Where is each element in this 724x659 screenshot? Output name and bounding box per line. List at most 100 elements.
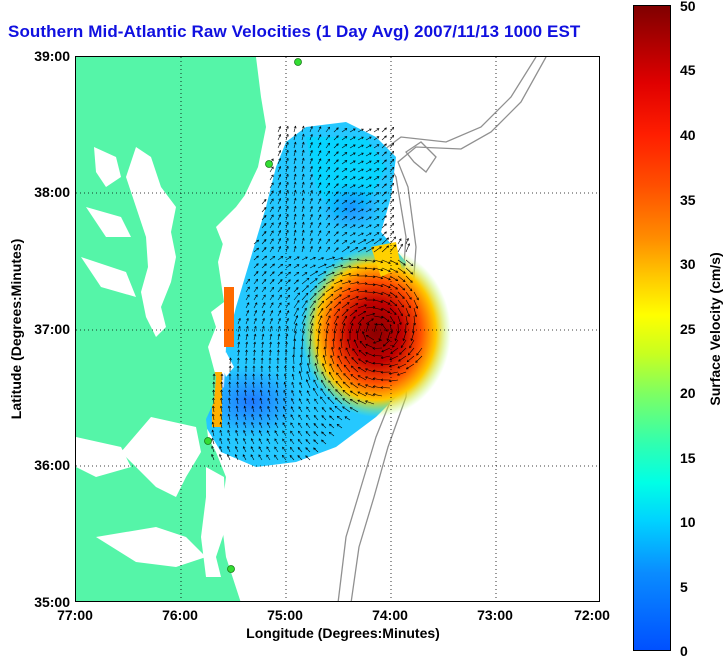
velocity-arrow (259, 414, 263, 421)
velocity-arrow (349, 136, 356, 141)
velocity-arrow (313, 423, 319, 429)
velocity-arrow (307, 390, 311, 397)
velocity-arrow-head (299, 389, 302, 393)
velocity-arrow (349, 247, 358, 253)
velocity-arrow-head (313, 300, 316, 304)
velocity-arrow-head (289, 446, 293, 450)
velocity-arrow (325, 143, 330, 149)
velocity-arrow-head (243, 397, 247, 401)
velocity-arrow-head (290, 422, 293, 426)
velocity-arrow (261, 223, 267, 229)
velocity-arrow-head (327, 206, 330, 210)
velocity-arrow (236, 398, 239, 405)
velocity-arrow-head (277, 333, 281, 337)
velocity-arrow (301, 206, 304, 213)
velocity-arrow-head (279, 286, 283, 290)
velocity-arrow-head (321, 371, 324, 375)
velocity-arrow (344, 356, 351, 365)
velocity-arrow (341, 266, 351, 269)
velocity-arrow-head (259, 381, 263, 385)
velocity-arrow (244, 414, 247, 421)
velocity-arrow (390, 347, 399, 354)
velocity-arrow-head (353, 339, 357, 343)
velocity-arrow-head (352, 316, 356, 319)
velocity-arrow-head (259, 405, 262, 409)
velocity-arrow-head (278, 302, 282, 306)
velocity-arrow-head (306, 362, 310, 366)
velocity-arrow-head (372, 259, 376, 263)
velocity-arrow (341, 330, 343, 341)
velocity-arrow-head (272, 271, 275, 274)
radar-station (227, 565, 235, 573)
velocity-arrow (373, 238, 382, 245)
velocity-arrow-head (310, 133, 313, 137)
velocity-arrow (325, 215, 330, 221)
velocity-arrow (357, 239, 367, 245)
velocity-arrow-head (318, 166, 322, 169)
velocity-arrow-head (340, 264, 344, 268)
velocity-arrow-head (391, 126, 395, 130)
velocity-arrow (403, 331, 407, 341)
velocity-arrow-head (364, 282, 368, 285)
velocity-arrow (329, 431, 335, 437)
velocity-arrow (325, 272, 335, 277)
velocity-arrow-head (315, 270, 319, 274)
velocity-arrow (268, 382, 271, 389)
velocity-arrow-head (299, 354, 303, 358)
velocity-arrow (349, 303, 358, 309)
velocity-arrow-head (219, 421, 223, 425)
velocity-arrow-head (256, 247, 260, 251)
velocity-arrow-head (344, 416, 348, 419)
velocity-arrow (269, 287, 274, 293)
velocity-arrow (349, 274, 359, 277)
velocity-arrow (341, 316, 347, 325)
velocity-arrow (349, 128, 356, 133)
velocity-arrow (290, 414, 295, 421)
velocity-arrow (365, 168, 372, 173)
velocity-arrow (389, 223, 394, 229)
velocity-arrow-head (266, 438, 270, 442)
velocity-arrow-head (318, 134, 322, 137)
velocity-arrow-head (255, 278, 259, 282)
velocity-arrow (293, 142, 296, 149)
velocity-arrow (285, 222, 289, 229)
velocity-arrow-head (313, 414, 317, 418)
velocity-arrow-head (301, 197, 305, 201)
velocity-arrow (357, 208, 364, 213)
velocity-arrow-head (267, 381, 271, 385)
velocity-arrow-head (290, 406, 294, 409)
velocity-arrow (405, 315, 408, 325)
velocity-arrow-head (327, 222, 330, 226)
velocity-arrow (253, 239, 259, 245)
velocity-arrow (392, 339, 399, 348)
velocity-arrow-head (336, 315, 339, 319)
velocity-arrow (267, 430, 271, 437)
velocity-arrow (405, 238, 409, 245)
velocity-arrow (365, 176, 372, 181)
velocity-arrow-head (356, 296, 359, 299)
x-tick-label: 77:00 (57, 607, 93, 623)
velocity-arrow (282, 455, 287, 461)
velocity-arrow (277, 238, 281, 245)
velocity-arrow-head (301, 221, 305, 225)
velocity-arrow-head (256, 263, 259, 266)
velocity-arrow-head (271, 174, 274, 178)
velocity-arrow-head (263, 231, 267, 234)
velocity-arrow-head (362, 331, 365, 334)
velocity-arrow (321, 407, 327, 413)
velocity-arrow (411, 331, 415, 341)
velocity-arrow (236, 414, 239, 421)
velocity-arrow (389, 379, 399, 382)
velocity-arrow-head (411, 330, 415, 334)
velocity-arrow (400, 339, 407, 348)
velocity-arrow-head (388, 277, 391, 281)
velocity-arrow-head (395, 278, 399, 281)
velocity-arrow (407, 347, 415, 356)
velocity-arrow-head (236, 373, 240, 377)
velocity-arrow (277, 174, 281, 181)
velocity-arrow-head (384, 223, 387, 227)
velocity-arrow-head (336, 231, 339, 235)
velocity-arrow (333, 323, 337, 333)
velocity-arrow (285, 142, 289, 149)
velocity-arrow-head (291, 381, 295, 385)
